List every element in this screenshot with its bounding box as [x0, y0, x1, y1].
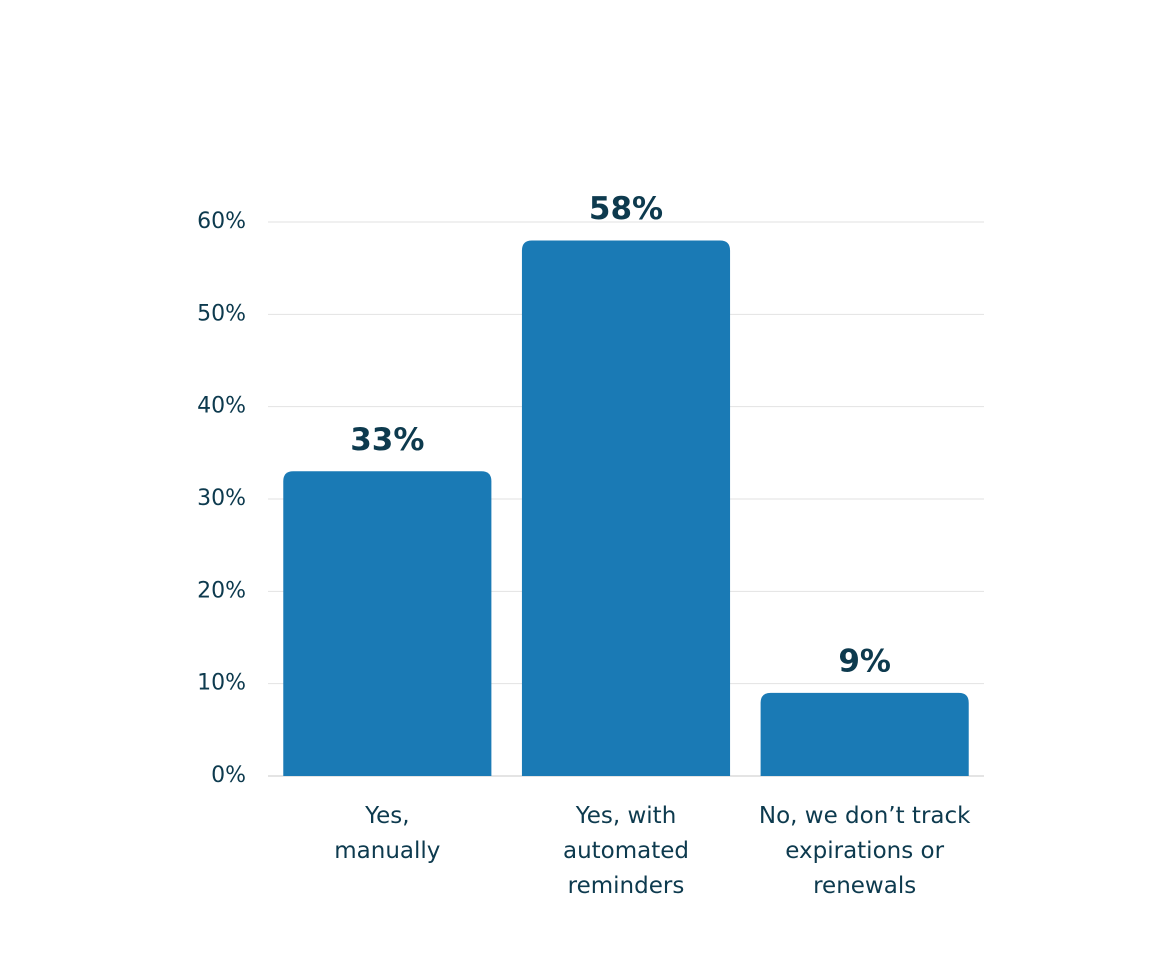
x-tick-label: Yes, manually: [334, 803, 441, 864]
bar: [283, 471, 492, 776]
value-label: 33%: [350, 422, 424, 458]
y-tick-label: 30%: [197, 486, 246, 511]
value-label: 9%: [838, 643, 891, 679]
y-tick-label: 20%: [197, 578, 246, 603]
y-tick-label: 60%: [197, 209, 246, 234]
y-tick-label: 50%: [197, 301, 246, 326]
x-tick-label: No, we don’t track expirations or renewa…: [758, 803, 971, 899]
value-label: 58%: [589, 191, 663, 227]
y-tick-label: 10%: [197, 671, 246, 696]
bar: [521, 240, 731, 776]
bar: [760, 692, 969, 776]
y-tick-label: 0%: [211, 763, 246, 788]
y-tick-label: 40%: [197, 394, 246, 419]
x-tick-label: Yes, with automated reminders: [562, 803, 690, 899]
